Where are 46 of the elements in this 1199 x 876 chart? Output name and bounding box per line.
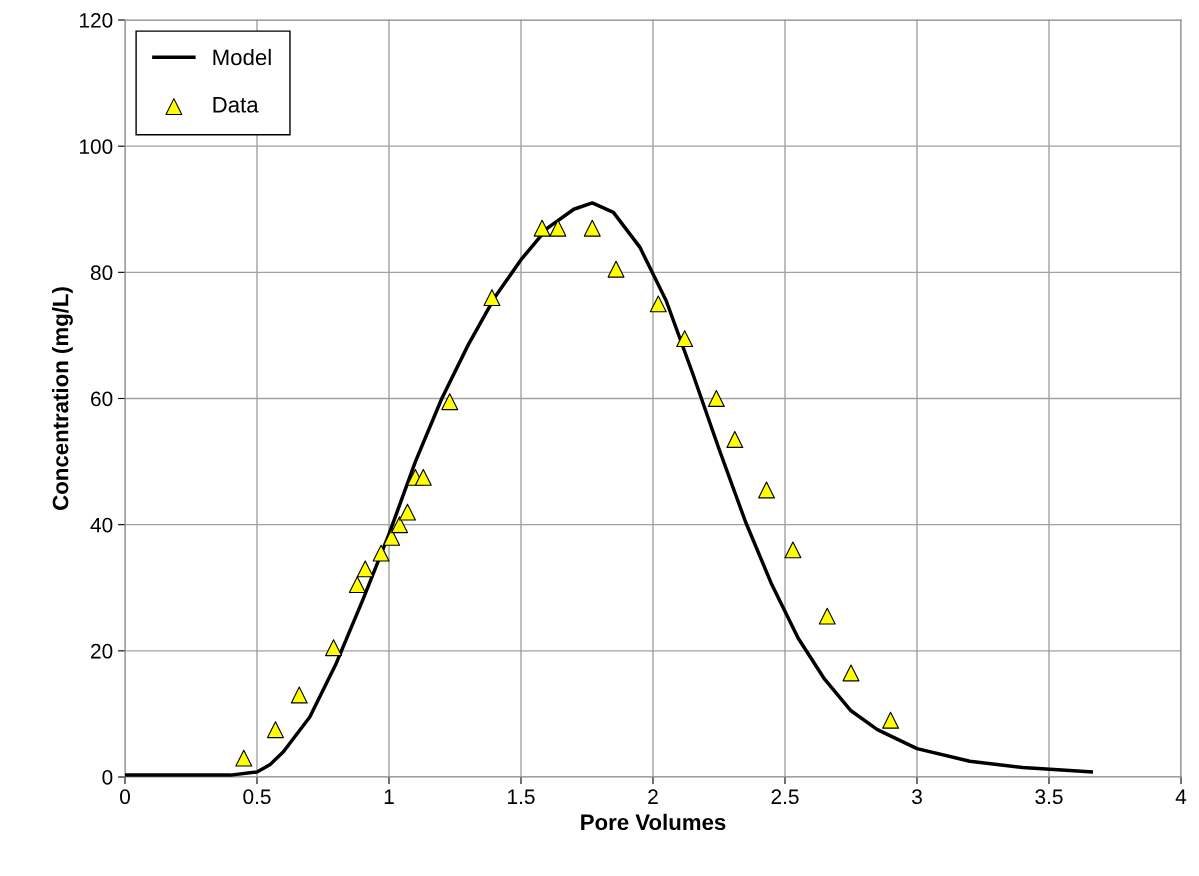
point <box>758 481 775 499</box>
point <box>391 516 409 534</box>
point <box>707 390 725 407</box>
y-tick-label: 80 <box>90 265 113 281</box>
y-tick-label: 100 <box>80 139 113 154</box>
x-tick-label: 0.5 <box>243 789 271 805</box>
x-axis-title: Pore Volumes <box>581 813 726 831</box>
point <box>818 607 836 625</box>
point <box>649 295 667 313</box>
x-tick-label: 4 <box>1175 789 1187 804</box>
point <box>325 639 343 657</box>
x-tick-label: 1.5 <box>508 789 535 805</box>
y-tick-label: 60 <box>91 391 113 407</box>
x-tick-label: 1 <box>384 789 394 804</box>
point <box>441 393 459 411</box>
point <box>383 528 401 546</box>
point <box>267 721 284 739</box>
legend-label: Data <box>213 97 259 113</box>
point <box>533 219 551 237</box>
y-tick-label: 40 <box>90 517 113 533</box>
point <box>356 560 374 578</box>
point <box>784 541 802 559</box>
legend-label: Model <box>213 48 271 66</box>
x-tick-label: 0 <box>120 789 130 805</box>
point <box>882 711 900 729</box>
point <box>549 219 567 237</box>
y-tick-label: 20 <box>91 643 113 659</box>
x-tick-label: 2 <box>648 789 658 804</box>
point <box>290 686 308 704</box>
point <box>583 219 601 237</box>
point <box>676 330 694 348</box>
point <box>726 431 744 448</box>
y-axis-title: Concentration (mg/L) <box>52 287 73 510</box>
point <box>414 468 432 486</box>
point <box>348 576 366 594</box>
point <box>399 503 416 521</box>
point <box>607 260 625 278</box>
y-tick-label: 120 <box>80 13 113 28</box>
point <box>842 664 860 682</box>
y-tick-label: 0 <box>102 770 113 785</box>
point <box>235 749 253 767</box>
x-tick-label: 3 <box>912 789 922 805</box>
point <box>483 289 501 307</box>
point <box>372 544 390 562</box>
x-tick-label: 3.5 <box>1035 789 1063 805</box>
x-tick-label: 2.5 <box>771 789 799 805</box>
